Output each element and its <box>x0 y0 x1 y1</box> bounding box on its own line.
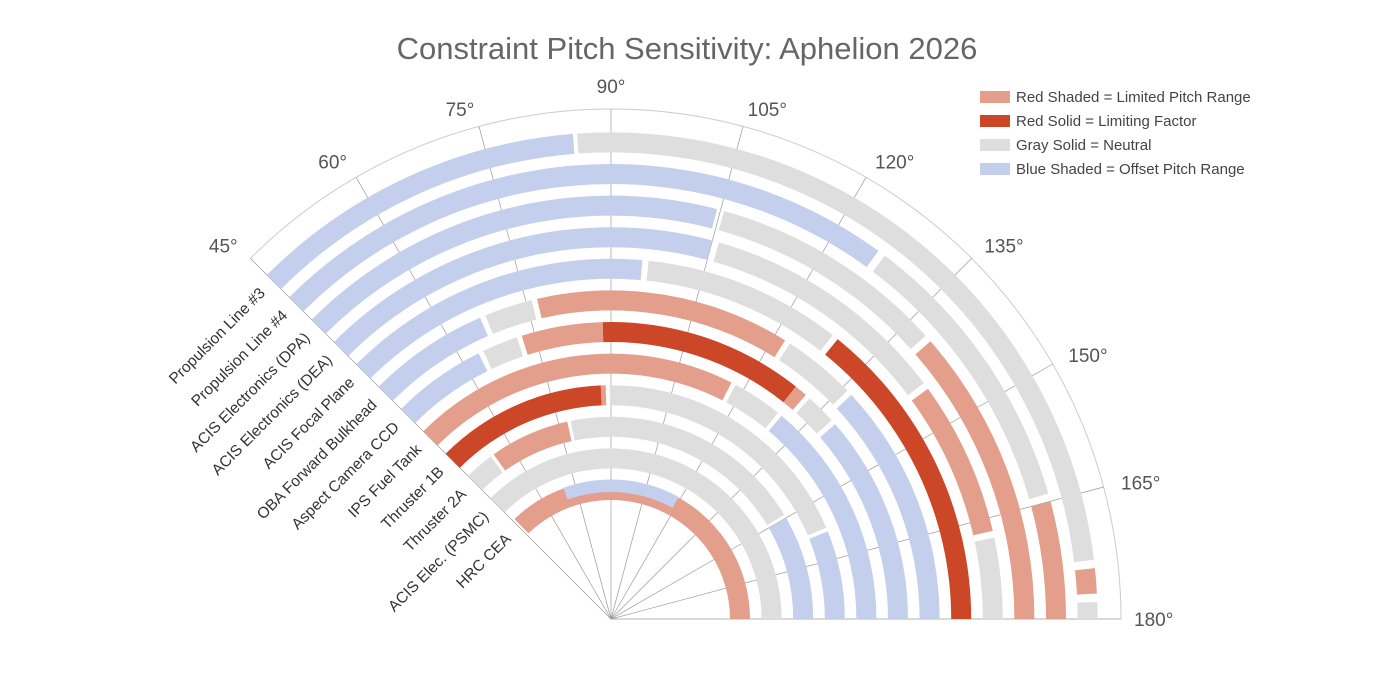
bar-segment-red-shaded <box>1075 568 1097 595</box>
angle-tick-label: 105° <box>748 100 787 121</box>
legend-label: Red Shaded = Limited Pitch Range <box>1016 89 1251 106</box>
angle-tick-label: 165° <box>1121 473 1160 494</box>
legend-swatch <box>980 115 1010 127</box>
bar-segment-red-shaded <box>521 322 604 355</box>
bar-segment-red-solid <box>825 339 972 619</box>
bar-segment-blue <box>820 424 908 619</box>
legend-item-blue: Blue Shaded = Offset Pitch Range <box>980 161 1245 178</box>
ring <box>490 448 782 619</box>
bar-segment-blue <box>768 415 877 619</box>
legend-swatch <box>980 91 1010 103</box>
bar-segment-blue <box>400 353 488 424</box>
bar-segment-gray <box>796 398 832 434</box>
legend-swatch <box>980 163 1010 175</box>
bar-segment-red-shaded <box>783 386 806 410</box>
bar-segment-gray <box>713 242 924 396</box>
bar-segment-gray <box>490 448 782 619</box>
ring <box>311 195 1035 619</box>
outer-arc <box>250 108 1122 620</box>
chart-title: Constraint Pitch Sensitivity: Aphelion 2… <box>397 31 978 66</box>
bar-segment-gray <box>468 456 503 491</box>
bar-segment-red-shaded <box>423 353 732 446</box>
ring <box>289 164 1066 619</box>
ring <box>266 132 1098 619</box>
legend-label: Blue Shaded = Offset Pitch Range <box>1016 161 1245 178</box>
angle-tick-label: 120° <box>875 153 914 174</box>
bar-segment-blue <box>563 479 679 508</box>
bar-segment-gray <box>609 385 827 536</box>
ring <box>333 227 1003 619</box>
bar-segment-red-shaded <box>1031 501 1066 619</box>
bar-segment-gray <box>485 300 537 334</box>
legend-item-red-solid: Red Solid = Limiting Factor <box>980 113 1197 130</box>
legend-label: Gray Solid = Neutral <box>1016 137 1151 154</box>
bar-segment-red-solid <box>602 322 796 403</box>
legend-item-gray: Gray Solid = Neutral <box>980 137 1151 154</box>
ring <box>445 385 845 619</box>
angle-tick-label: 60° <box>318 153 347 174</box>
bar-segment-red-shaded <box>537 290 786 358</box>
bar-segment-gray <box>1077 602 1098 619</box>
ring <box>468 416 814 619</box>
bar-segment-red-shaded <box>514 480 750 619</box>
bar-segment-gray <box>577 132 1094 563</box>
bar-segment-blue <box>356 258 643 379</box>
bar-segment-gray <box>974 537 1003 619</box>
angle-tick-label: 150° <box>1068 346 1107 367</box>
bar-segment-red-solid <box>445 385 602 468</box>
bar-segment-blue <box>768 517 814 619</box>
bar-segment-blue <box>836 394 940 619</box>
bar-segment-red-shaded <box>911 388 993 536</box>
bar-segment-red-shaded <box>915 341 1035 619</box>
bar-segment-red-shaded <box>493 421 572 471</box>
legend-item-red-shaded: Red Shaded = Limited Pitch Range <box>980 89 1251 106</box>
bar-segment-red-shaded <box>600 385 607 406</box>
angle-axis-labels: 45° 60° 75° 90° 105° 120° 135° 150° 165° 180° <box>209 77 1173 631</box>
ring <box>514 479 750 619</box>
bar-segment-gray <box>483 337 524 369</box>
bar-segment-blue <box>809 531 845 619</box>
bar-segment-gray <box>570 416 785 526</box>
ring <box>378 290 940 619</box>
angle-tick-label: 90° <box>597 77 626 98</box>
bar-segment-gray <box>718 210 926 350</box>
bar-segment-blue <box>378 317 488 401</box>
angle-tick-label: 135° <box>984 237 1023 258</box>
bar-segment-blue <box>266 133 575 290</box>
bar-segment-gray <box>726 384 779 429</box>
ring <box>423 353 877 619</box>
bar-segment-gray <box>872 255 1049 500</box>
legend: Red Shaded = Limited Pitch Range Red Soli… <box>980 89 1251 178</box>
legend-swatch <box>980 139 1010 151</box>
angle-tick-label: 180° <box>1134 610 1173 631</box>
angle-tick-label: 75° <box>446 100 475 121</box>
ring <box>400 322 908 619</box>
bar-segment-gray <box>779 343 848 405</box>
angle-tick-label: 45° <box>209 237 238 258</box>
ring <box>356 258 972 619</box>
bar-segment-blue <box>289 164 879 312</box>
bar-segment-blue <box>311 195 718 334</box>
bar-segment-gray <box>646 260 833 351</box>
legend-label: Red Solid = Limiting Factor <box>1016 113 1197 130</box>
bar-segment-blue <box>333 227 713 357</box>
polar-bars <box>266 132 1098 619</box>
